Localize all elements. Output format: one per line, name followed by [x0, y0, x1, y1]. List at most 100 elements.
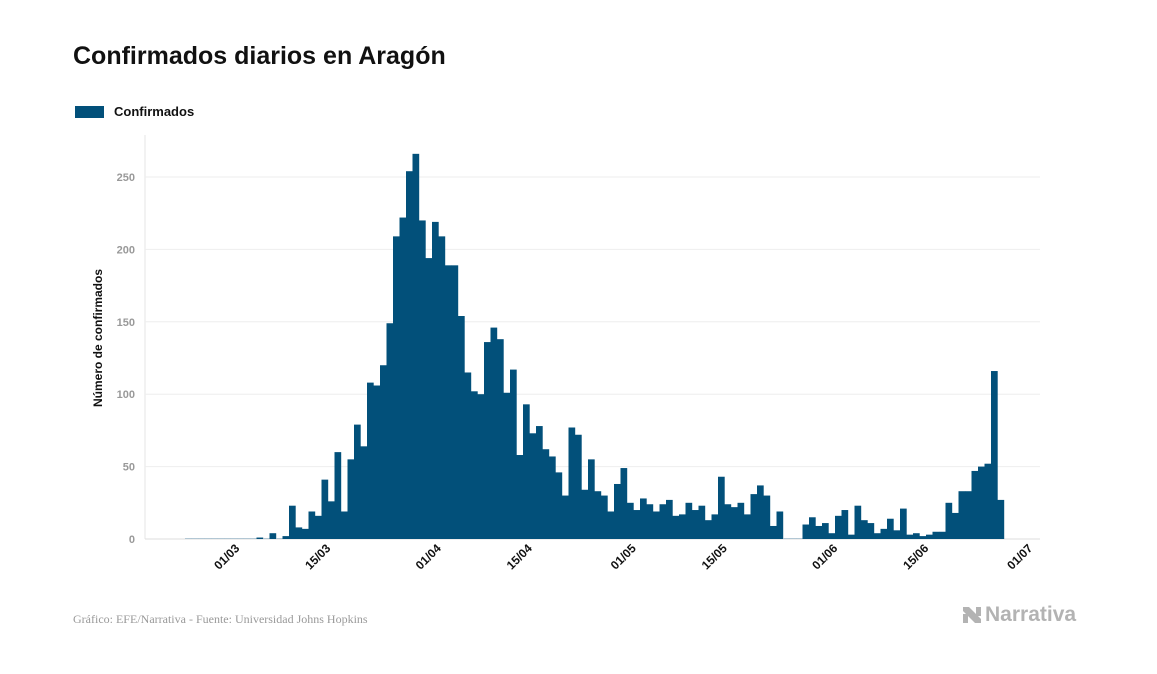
bar	[399, 217, 407, 539]
bar	[724, 504, 732, 539]
bar	[659, 504, 667, 539]
bar	[445, 265, 452, 539]
bar	[536, 426, 543, 539]
bar	[913, 533, 920, 539]
bar	[744, 514, 751, 539]
chart-title: Confirmados diarios en Aragón	[73, 42, 446, 70]
bar	[568, 427, 576, 539]
bar	[685, 502, 693, 539]
bar	[783, 538, 790, 539]
bar	[562, 495, 569, 539]
bar	[198, 538, 205, 539]
y-axis-label: Número de confirmados	[91, 269, 105, 407]
x-tick-label: 01/03	[211, 541, 242, 572]
bar	[965, 491, 972, 539]
bar	[503, 392, 511, 539]
y-tick-label: 100	[117, 389, 135, 401]
bar	[757, 485, 764, 539]
bar	[406, 171, 413, 539]
bar	[438, 236, 446, 540]
bar	[601, 495, 608, 539]
bar	[211, 538, 218, 539]
bar	[711, 514, 719, 539]
bar	[588, 459, 595, 539]
x-tick-label: 15/04	[504, 541, 535, 572]
bar	[185, 538, 192, 539]
bar	[835, 515, 842, 539]
bar	[867, 523, 875, 539]
bar	[523, 404, 530, 539]
bar	[991, 371, 998, 539]
bar	[237, 538, 244, 539]
bar	[952, 512, 959, 539]
bar	[308, 511, 316, 539]
bar	[906, 534, 914, 539]
bar	[367, 382, 374, 539]
bar	[731, 507, 738, 539]
bar	[932, 531, 940, 539]
bar	[770, 525, 777, 539]
bar	[887, 518, 894, 539]
narrativa-n-icon	[963, 607, 981, 623]
bar	[542, 449, 550, 539]
x-tick-label: 15/05	[699, 541, 730, 572]
bar	[607, 511, 615, 539]
bar	[451, 265, 459, 539]
bar	[373, 385, 381, 539]
bar	[458, 316, 465, 539]
bar	[984, 463, 992, 539]
bar	[958, 491, 966, 539]
bar	[627, 502, 634, 539]
bar	[575, 434, 582, 539]
bar	[321, 479, 329, 539]
bar	[380, 365, 387, 539]
bar	[633, 510, 641, 539]
bar	[861, 520, 868, 539]
bar	[276, 538, 283, 539]
bar	[646, 504, 654, 539]
bar	[529, 433, 537, 539]
bar	[789, 538, 797, 539]
bar	[737, 502, 745, 539]
x-tick-label: 01/06	[809, 541, 840, 572]
bar	[997, 499, 1005, 539]
bar	[256, 537, 264, 539]
bar	[282, 536, 290, 539]
bar	[614, 483, 621, 539]
bar	[263, 538, 270, 539]
bar	[230, 538, 238, 539]
bar	[204, 538, 212, 539]
x-tick-label: 01/07	[1004, 541, 1035, 572]
x-tick-label: 15/03	[302, 541, 333, 572]
bar	[191, 538, 199, 539]
y-tick-label: 200	[117, 244, 135, 256]
bar	[809, 517, 816, 539]
y-tick-label: 0	[129, 534, 135, 546]
bar	[718, 476, 725, 539]
bar	[893, 530, 901, 539]
bar	[497, 339, 504, 539]
bar	[705, 520, 712, 539]
source-footer: Gráfico: EFE/Narrativa - Fuente: Univers…	[73, 612, 368, 626]
bar	[549, 456, 556, 539]
bar	[412, 153, 420, 539]
bar	[822, 523, 829, 539]
narrativa-logo: Narrativa	[962, 603, 1076, 627]
bar	[419, 220, 426, 539]
bar	[828, 533, 836, 539]
x-tick-label: 15/06	[900, 541, 931, 572]
x-tick-label: 01/05	[608, 541, 639, 572]
bar	[776, 511, 784, 539]
bar	[484, 342, 491, 539]
legend: Confirmados	[75, 104, 194, 119]
bar	[393, 236, 400, 540]
bar	[926, 534, 933, 539]
y-tick-label: 250	[117, 172, 135, 184]
bar	[217, 538, 225, 539]
bar	[802, 524, 810, 539]
bar	[971, 470, 979, 539]
bar	[594, 491, 602, 539]
bar	[295, 527, 303, 539]
bar	[841, 510, 849, 539]
